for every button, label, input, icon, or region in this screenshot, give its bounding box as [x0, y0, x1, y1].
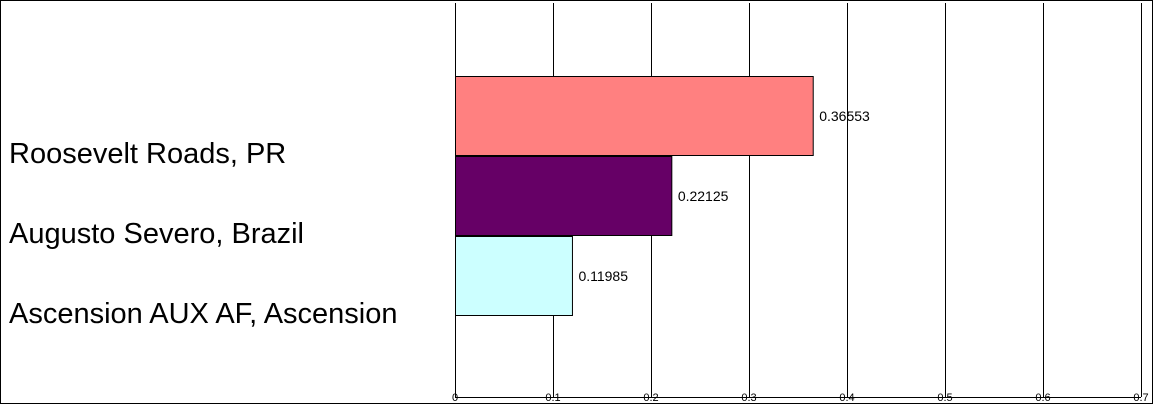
x-tick-label: 0.4	[839, 392, 854, 404]
x-tick-label: 0.2	[643, 392, 658, 404]
axes	[455, 3, 1141, 398]
data-label: 0.11985	[578, 268, 628, 284]
category-label: Roosevelt Roads, PR	[9, 138, 286, 170]
bar-1	[455, 76, 814, 156]
bar-3	[455, 236, 573, 316]
gridlines	[553, 3, 1142, 397]
x-tick-label: 0.6	[1035, 392, 1050, 404]
bar-2	[455, 156, 673, 236]
x-tick-label: 0	[452, 392, 458, 404]
x-tick-label: 0.1	[545, 392, 560, 404]
x-tick-label: 0.5	[937, 392, 952, 404]
x-tick-label: 0.7	[1133, 392, 1148, 404]
data-label: 0.36553	[819, 108, 870, 124]
x-tick-label: 0.3	[741, 392, 756, 404]
category-label: Augusto Severo, Brazil	[9, 218, 304, 250]
category-label: Ascension AUX AF, Ascension	[9, 298, 398, 330]
bars	[455, 76, 814, 316]
data-label: 0.22125	[678, 188, 729, 204]
labels: Roosevelt Roads, PR 0.36553 Augusto Severo…	[9, 108, 1149, 404]
